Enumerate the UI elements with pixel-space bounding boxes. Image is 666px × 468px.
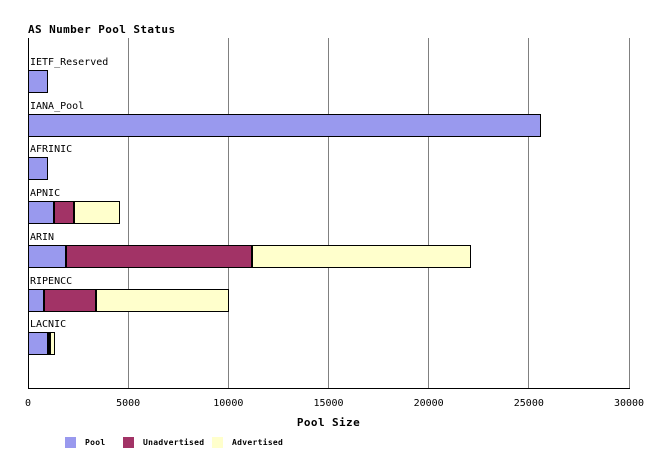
bar-segment-advertised — [252, 244, 471, 268]
category-label: LACNIC — [30, 319, 67, 331]
bar-segment-unadvertised — [66, 244, 253, 268]
bar-segment-unadvertised — [54, 201, 75, 225]
gridline — [628, 38, 630, 388]
legend-label: Unadvertised — [143, 438, 205, 447]
bar-segment-pool — [28, 113, 541, 137]
category-label: AFRINIC — [30, 144, 73, 156]
bar-segment-advertised — [96, 288, 230, 312]
bar-segment-advertised — [50, 332, 56, 356]
bar-segment-advertised — [74, 201, 121, 225]
category-label: IETF_Reserved — [30, 57, 109, 68]
bar-segment-unadvertised — [48, 332, 51, 356]
gridline — [428, 38, 430, 388]
bar-segment-unadvertised — [44, 288, 97, 312]
x-tick-label: 20000 — [413, 398, 444, 409]
x-tick-label: 10000 — [213, 398, 244, 409]
bar-segment-pool — [28, 157, 49, 181]
legend-swatch-unadvertised — [123, 437, 134, 448]
x-axis-title: Pool Size — [296, 416, 361, 429]
category-label: RIPENCC — [30, 275, 73, 287]
legend-swatch-pool — [65, 437, 76, 448]
bar-segment-pool — [28, 201, 55, 225]
x-tick-label: 0 — [24, 398, 32, 409]
x-tick-label: 5000 — [116, 398, 141, 409]
bar-segment-pool — [28, 244, 67, 268]
x-axis-line — [28, 388, 630, 389]
x-tick-label: 30000 — [613, 398, 645, 409]
category-label: ARIN — [30, 231, 55, 243]
legend-label: Pool — [85, 438, 106, 447]
gridline — [127, 38, 129, 388]
chart-title: AS Number Pool Status — [28, 23, 176, 36]
gridline — [328, 38, 329, 388]
x-tick-label: 25000 — [513, 398, 544, 409]
bar-segment-pool — [28, 288, 45, 312]
x-tick-label: 15000 — [313, 398, 344, 409]
category-label: IANA_Pool — [30, 100, 85, 112]
legend-swatch-advertised — [212, 437, 223, 448]
legend-label: Advertised — [232, 438, 284, 447]
bar-segment-pool — [28, 70, 49, 93]
category-label: APNIC — [30, 188, 61, 200]
bar-segment-pool — [28, 332, 49, 356]
gridline — [528, 38, 530, 388]
gridline — [227, 38, 229, 388]
